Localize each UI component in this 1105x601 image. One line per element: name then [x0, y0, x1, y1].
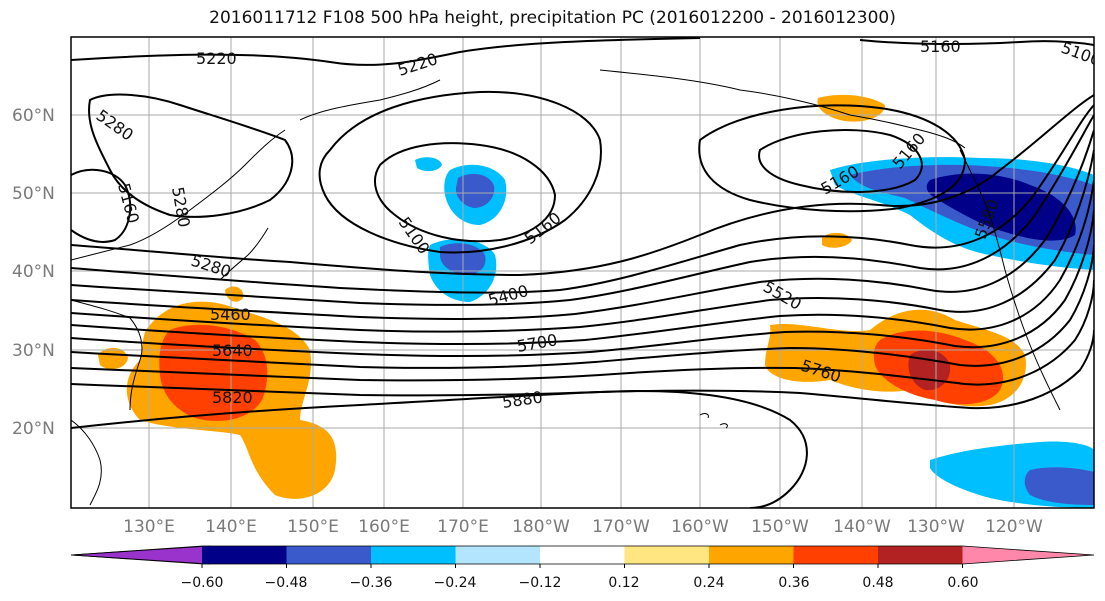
- lon-label: 150°E: [287, 517, 339, 537]
- lon-label: 140°W: [833, 517, 891, 537]
- contour-5160-top: [859, 39, 1094, 46]
- colorbar-tick-label: 0.24: [693, 575, 724, 591]
- map-title: 2016011712 F108 500 hPa height, precipit…: [209, 8, 896, 28]
- lon-label: 160°E: [358, 517, 410, 537]
- colorbar-segment: [793, 546, 878, 564]
- contour-label: 5460: [210, 305, 251, 324]
- precip-strong-negative-southeast: [1024, 467, 1094, 505]
- contour-5520: [71, 149, 1094, 333]
- colorbar-segment: [540, 546, 625, 564]
- contour-5460: [71, 129, 1094, 320]
- contour-5160-central: [374, 142, 557, 243]
- precip-negative-small: [415, 157, 442, 172]
- precip-strong-negative-central-pacific-north: [455, 173, 495, 208]
- lon-label: 160°W: [671, 517, 729, 537]
- colorbar: [70, 545, 1095, 568]
- colorbar-tick-label: 0.60: [947, 575, 978, 591]
- coast-alaska: [599, 69, 966, 149]
- colorbar-tick-label: −0.24: [434, 575, 477, 591]
- latitude-labels: 60°N 50°N 40°N 30°N 20°N: [12, 106, 55, 439]
- lon-label: 120°W: [985, 517, 1043, 537]
- lon-label: 130°E: [123, 517, 175, 537]
- lon-label: 170°W: [592, 517, 650, 537]
- lat-label: 30°N: [12, 341, 55, 361]
- contour-5220-ne: [698, 104, 967, 213]
- contour-5400: [71, 114, 1094, 306]
- colorbar-segment: [286, 546, 371, 564]
- precip-strong-negative-north-america: [926, 173, 1076, 241]
- colorbar-segment: [202, 546, 287, 564]
- contour-label: 5160: [920, 37, 961, 56]
- colorbar-segment: [878, 546, 963, 564]
- colorbar-tick-label: −0.48: [265, 575, 308, 591]
- colorbar-tick-label: 0.36: [778, 575, 809, 591]
- contour-label: 5220: [196, 49, 237, 68]
- lon-label: 150°W: [751, 517, 809, 537]
- contour-5280-west: [88, 93, 294, 218]
- contour-5880: [71, 389, 808, 508]
- colorbar-segment: [709, 546, 794, 564]
- colorbar-tick-label: 0.12: [608, 575, 639, 591]
- lon-label: 170°E: [437, 517, 489, 537]
- lat-label: 20°N: [12, 419, 55, 439]
- graticule: [71, 37, 1094, 508]
- lon-label: 180°W: [512, 517, 570, 537]
- colorbar-tick-label: 0.48: [862, 575, 893, 591]
- colorbar-tick-label: −0.12: [519, 575, 562, 591]
- lat-label: 50°N: [12, 184, 55, 204]
- coast-na-west: [959, 149, 1061, 411]
- contour-5640: [71, 209, 1094, 358]
- precip-positive-small-2: [225, 286, 244, 302]
- height-contours: [71, 37, 1094, 508]
- contour-label: 5640: [212, 341, 253, 360]
- contour-5160-ne: [758, 129, 923, 193]
- contour-label: 5820: [212, 388, 253, 407]
- colorbar-segment: [371, 546, 456, 564]
- contour-5280: [71, 94, 1094, 277]
- contour-5820: [71, 329, 1094, 410]
- coast-kamchatka: [299, 79, 441, 121]
- colorbar-tick-label: −0.60: [181, 575, 224, 591]
- colorbar-tick-label: −0.36: [350, 575, 393, 591]
- lon-label: 130°W: [907, 517, 965, 537]
- coast-japan: [219, 227, 269, 281]
- contour-5700: [71, 244, 1094, 369]
- lat-label: 60°N: [12, 106, 55, 126]
- colorbar-extension-low: [70, 545, 211, 565]
- coast-hawaii: [699, 413, 728, 429]
- lat-label: 40°N: [12, 262, 55, 282]
- longitude-labels: 130°E 140°E 150°E 160°E 170°E 180°W 170°…: [123, 517, 1043, 537]
- colorbar-extension-high: [962, 546, 1094, 564]
- colorbar-segment: [624, 546, 709, 564]
- colorbar-segment: [455, 546, 540, 564]
- contour-5160-west: [71, 168, 132, 243]
- contour-5580: [71, 179, 1094, 346]
- coastlines: [71, 69, 1061, 506]
- lon-label: 140°E: [205, 517, 257, 537]
- colorbar-tick-labels: −0.60 −0.48 −0.36 −0.24 −0.12 0.12 0.24 …: [181, 575, 979, 591]
- map-frame: [70, 36, 1095, 509]
- contour-5760: [71, 279, 1094, 386]
- contour-5220-central: [318, 90, 602, 254]
- contour-5340: [71, 104, 1094, 294]
- contour-5220-north: [71, 37, 701, 66]
